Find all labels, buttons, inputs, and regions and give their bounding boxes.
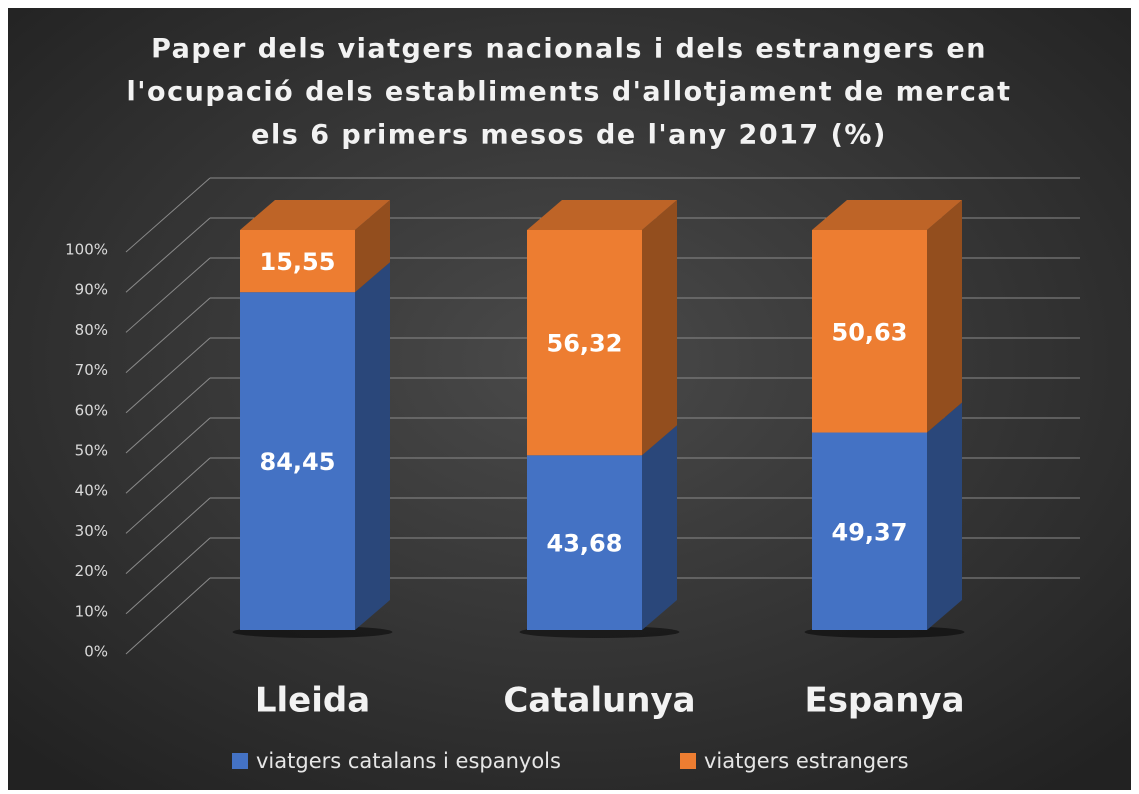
grid-line [125,457,211,534]
data-label: 84,45 [260,448,336,476]
bar-side [355,200,390,293]
x-tick-label: Catalunya [503,681,695,721]
grid-line [125,497,211,574]
legend-label: viatgers estrangers [704,749,909,773]
grid-line [125,217,211,293]
x-tick-label: Lleida [255,681,370,721]
legend-label: viatgers catalans i espanyols [256,749,561,773]
y-tick-label: 100% [65,241,108,259]
grid-line [125,417,211,494]
y-tick-label: 90% [75,281,108,299]
bar-side [642,200,677,456]
y-tick-label: 80% [75,321,108,339]
bar [812,230,927,433]
y-tick-label: 20% [75,562,108,580]
chart-title: els 6 primers mesos de l'any 2017 (%) [251,120,887,151]
bar-side [927,200,962,433]
y-tick-label: 50% [75,442,108,460]
bar-side [642,425,677,630]
y-tick-label: 0% [84,643,108,661]
chart-title: Paper dels viatgers nacionals i dels est… [151,34,987,65]
bar [812,432,927,630]
bar [527,455,642,630]
data-label: 50,63 [832,318,908,346]
y-tick-label: 30% [75,522,108,540]
data-label: 15,55 [260,248,336,276]
grid-line [125,377,211,454]
grid-line [125,297,211,373]
bar [240,292,355,630]
bar [240,230,355,293]
bar-top [240,200,390,230]
data-label: 49,37 [832,518,908,546]
legend-swatch [232,753,248,769]
y-tick-label: 10% [75,602,108,620]
grid-line [125,577,211,655]
bar-top [812,200,962,230]
grid-line [125,257,211,333]
data-label: 56,32 [547,330,623,358]
bar-top [527,200,677,230]
grid-line [125,537,211,615]
grid-line [125,337,211,414]
data-label: 43,68 [547,530,623,558]
x-tick-label: Espanya [804,681,964,721]
chart-title: l'ocupació dels establiments d'allotjame… [127,77,1012,108]
legend-swatch [680,753,696,769]
bar-side [355,262,390,630]
y-tick-label: 60% [75,401,108,419]
y-tick-label: 40% [75,482,108,500]
grid-line [125,177,211,253]
y-tick-label: 70% [75,361,108,379]
bar-side [927,402,962,630]
bar [527,230,642,456]
